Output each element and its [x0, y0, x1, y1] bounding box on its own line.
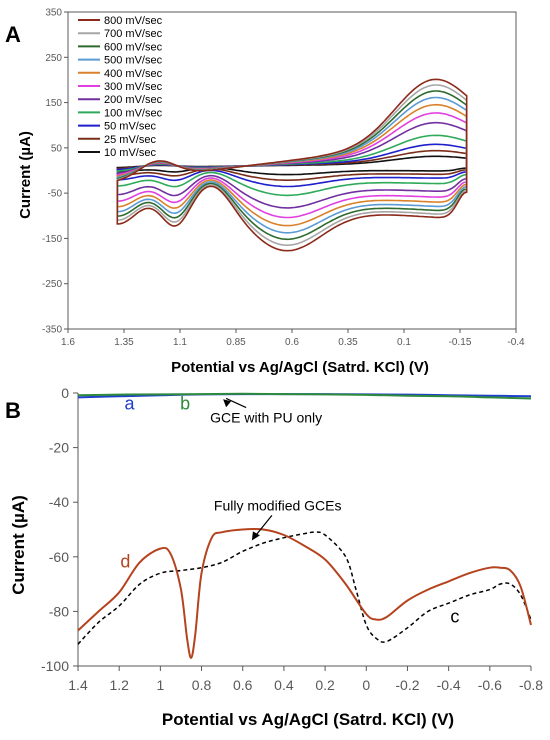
panel-b-ticks: 1.4 1.2 1 0.8 0.6 0.4 0.2 0 -0.2 -0.4 -0.6 -0.8 0 -20…: [41, 385, 543, 693]
panel-a-x-tick-label: 0.85: [226, 337, 246, 348]
panel-b-x-tick-label: -0.4: [437, 677, 461, 693]
panel-a-legend-label: 10 mV/sec: [104, 147, 156, 159]
panel-b-y-tick-label: -20: [49, 440, 69, 456]
panel-a-y-tick-label: -150: [42, 234, 62, 245]
panel-b-x-tick-label: 1.2: [109, 677, 129, 693]
panel-a-legend-label: 800 mV/sec: [104, 15, 163, 27]
panel-a-legend-label: 700 mV/sec: [104, 28, 163, 40]
panel-a-y-tick-label: 250: [45, 53, 62, 64]
panel-a-y-axis-label: Current (µA): [17, 131, 34, 219]
panel-b-x-tick-label: 0: [362, 677, 370, 693]
panel-a-legend-label: 100 mV/sec: [104, 107, 163, 119]
panel-a-x-axis-label: Potential vs Ag/AgCl (Satrd. KCl) (V): [171, 359, 429, 376]
panel-b-curve-label-b: b: [180, 393, 190, 413]
panel-b-y-tick-label: -60: [49, 549, 69, 565]
panel-b-arrow-pu: [225, 397, 247, 409]
panel-b-chart: 1.4 1.2 1 0.8 0.6 0.4 0.2 0 -0.2 -0.4 -0.6 -0.8 0 -20…: [9, 385, 543, 729]
panel-b-letter: B: [5, 398, 21, 423]
panel-b-x-tick-label: -0.6: [478, 677, 502, 693]
panel-a-curves: [116, 78, 468, 252]
panel-a-x-tick-label: -0.4: [507, 337, 525, 348]
panel-a-legend-label: 600 mV/sec: [104, 41, 163, 53]
panel-a-x-tick-label: 0.1: [397, 337, 411, 348]
panel-b-y-tick-label: -40: [49, 494, 69, 510]
panel-a-x-tick-label: 1.1: [173, 337, 187, 348]
panel-a-y-tick-label: 150: [45, 98, 62, 109]
panel-a-ticks: 1.6 1.35 1.1 0.85 0.6 0.35 0.1 -0.15 -0.4 350 250 1…: [42, 8, 525, 349]
panel-b-x-tick-label: -0.2: [395, 677, 419, 693]
panel-a-y-tick-label: -350: [42, 325, 62, 336]
panel-a-chart: 1.6 1.35 1.1 0.85 0.6 0.35 0.1 -0.15 -0.4 350 250 1…: [17, 8, 525, 377]
panel-a-x-tick-label: 1.6: [61, 337, 75, 348]
panel-b-curve-c: [77, 531, 532, 645]
panel-a-x-tick-label: -0.15: [449, 337, 472, 348]
panel-a-x-tick-label: 0.6: [285, 337, 299, 348]
panel-a-x-tick-label: 1.35: [114, 337, 134, 348]
panel-b-x-tick-label: 0.6: [233, 677, 253, 693]
panel-a-y-tick-label: -250: [42, 279, 62, 290]
panel-b-x-tick-label: 1.4: [68, 677, 88, 693]
panel-b-x-tick-label: 1: [156, 677, 164, 693]
panel-a-y-tick-label: -50: [48, 189, 63, 200]
panel-b-x-tick-label: -0.8: [519, 677, 543, 693]
panel-a-legend-label: 25 mV/sec: [104, 134, 156, 146]
panel-b-annotation-modified: Fully modified GCEs: [214, 497, 342, 513]
panel-b-y-tick-label: 0: [61, 385, 69, 401]
panel-b-y-tick-label: -80: [49, 603, 69, 619]
panel-a-legend-label: 400 mV/sec: [104, 68, 163, 80]
panel-b-arrowhead-pu: [223, 399, 232, 408]
panel-b-curve-label-a: a: [124, 393, 135, 413]
panel-b-x-tick-label: 0.2: [315, 677, 335, 693]
panel-b-y-tick-label: -100: [41, 658, 69, 674]
panel-b-annotations: GCE with PU only Fully modified GCEs: [210, 397, 342, 541]
panel-a-y-tick-label: 50: [51, 143, 63, 154]
panel-b-x-tick-label: 0.4: [274, 677, 294, 693]
panel-a-curve-800: [116, 78, 468, 252]
panel-a-legend-label: 200 mV/sec: [104, 94, 163, 106]
panel-b-x-tick-label: 0.8: [192, 677, 212, 693]
panel-a-y-tick-label: 350: [45, 8, 62, 19]
panel-b-curve-label-d: d: [120, 552, 130, 572]
panel-b-curve-d: [77, 527, 532, 659]
panel-b-y-axis-label: Current (µA): [9, 495, 28, 595]
panel-a-letter: A: [5, 22, 21, 47]
panel-b-x-axis-label: Potential vs Ag/AgCl (Satrd. KCl) (V): [162, 710, 454, 729]
panel-b-curve-b: [77, 392, 532, 400]
panel-a-x-tick-label: 0.35: [338, 337, 358, 348]
panel-b-arrowhead-modified: [251, 531, 260, 541]
panel-a-legend-label: 500 mV/sec: [104, 55, 163, 67]
panel-a-legend-label: 50 mV/sec: [104, 121, 156, 133]
panel-b-curves: a b c d: [77, 392, 532, 659]
panel-b-annotation-pu: GCE with PU only: [210, 410, 322, 426]
panel-b-curve-label-c: c: [450, 606, 459, 626]
panel-a-legend-label: 300 mV/sec: [104, 81, 163, 93]
